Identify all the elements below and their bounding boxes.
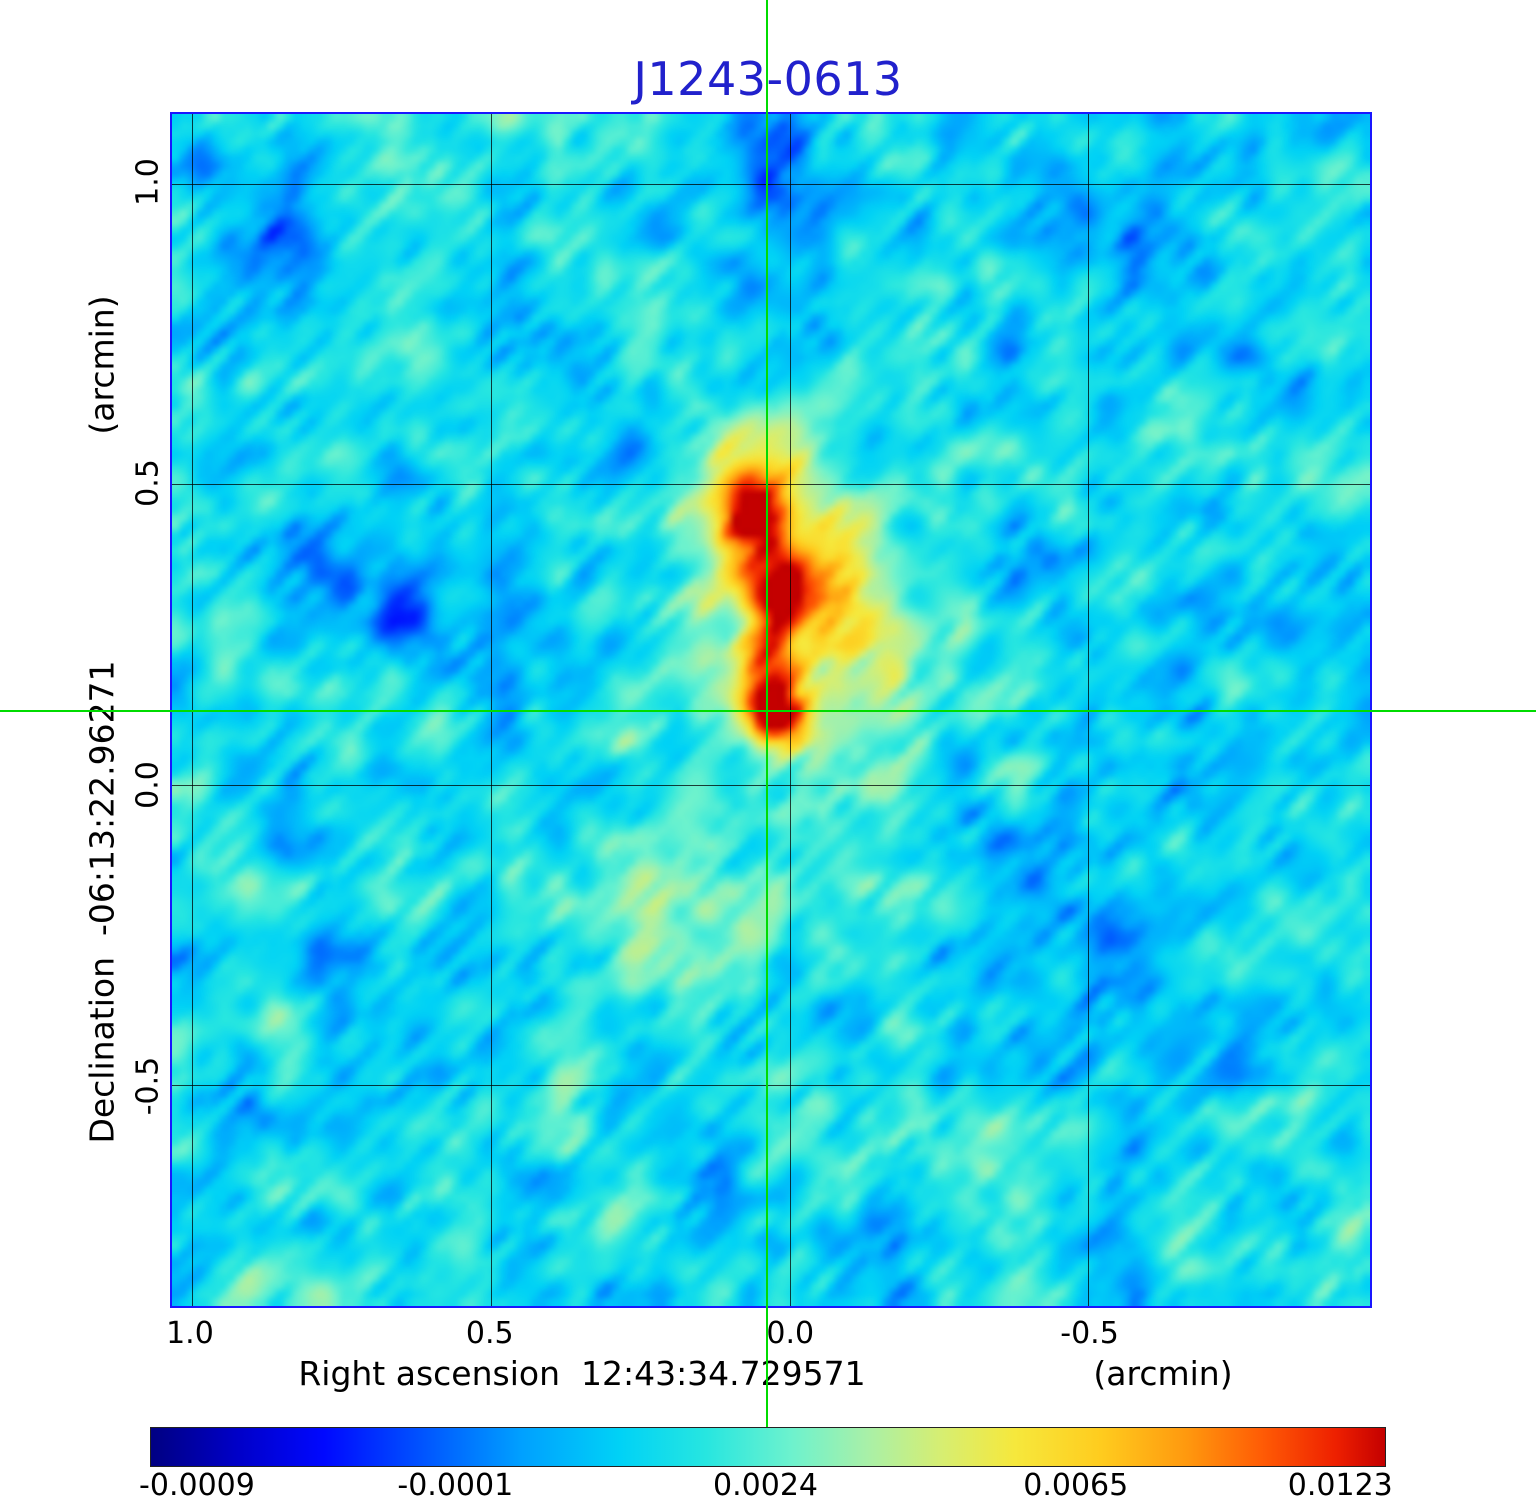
y-axis-unit-label: (arcmin) (82, 295, 122, 435)
x-tick-label: 0.5 (465, 1316, 514, 1351)
x-tick-label: 1.0 (166, 1316, 214, 1351)
x-tick-label: 0.0 (766, 1316, 815, 1351)
colorbar-tick-label: -0.0001 (397, 1468, 514, 1503)
colorbar-tick-label: -0.0009 (139, 1468, 255, 1503)
colorbar (150, 1427, 1386, 1467)
y-tick-label: 1.0 (130, 158, 166, 206)
x-tick-label: -0.5 (1060, 1316, 1119, 1351)
y-tick-label: 0.0 (130, 761, 166, 809)
y-tick-label: 0.5 (130, 458, 166, 507)
x-axis-label: Right ascension 12:43:34.729571 (298, 1354, 866, 1393)
colorbar-tick-label: 0.0065 (1023, 1468, 1129, 1503)
x-axis-unit-label: (arcmin) (1093, 1354, 1233, 1393)
gridline-horizontal (172, 183, 1370, 185)
gridline-horizontal (172, 1084, 1370, 1086)
crosshair-horizontal-line (0, 709, 1536, 712)
colorbar-tick-label: 0.0123 (1287, 1468, 1393, 1503)
y-tick-label: -0.5 (130, 1056, 166, 1116)
crosshair-vertical-line (766, 0, 769, 1427)
gridline-horizontal (172, 784, 1370, 786)
y-axis-label: Declination -06:13:22.96271 (82, 660, 122, 1144)
colorbar-tick-label: 0.0024 (713, 1468, 819, 1503)
gridline-horizontal (172, 483, 1370, 485)
